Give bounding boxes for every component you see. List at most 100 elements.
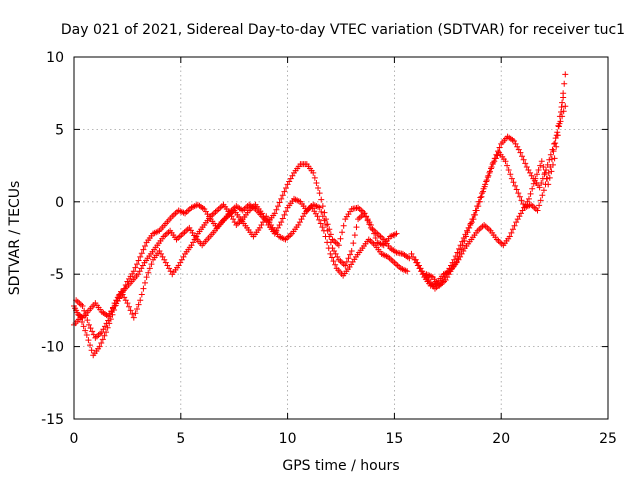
data-point-marker (525, 195, 532, 202)
data-point-marker (316, 216, 323, 223)
data-point-marker (532, 175, 539, 182)
data-point-marker (282, 185, 289, 192)
data-point-marker (138, 291, 145, 298)
data-point-marker (541, 171, 548, 178)
data-point-marker (127, 307, 134, 314)
x-tick-label: 15 (385, 431, 403, 447)
data-point-marker (129, 311, 136, 318)
data-point-marker (504, 162, 511, 169)
data-point-marker (330, 258, 337, 265)
data-point-marker (552, 140, 559, 147)
data-point-marker (459, 238, 466, 245)
data-point-marker (537, 162, 544, 169)
data-point-marker (140, 285, 147, 292)
data-point-marker (339, 229, 346, 236)
data-point-marker (517, 149, 524, 156)
data-point-marker (340, 222, 347, 229)
data-point-marker (556, 120, 563, 127)
plot-frame (73, 56, 609, 420)
y-tick-label: 10 (46, 50, 64, 66)
data-point-marker (490, 159, 497, 166)
data-point-marker (506, 233, 513, 240)
data-point-marker (477, 194, 484, 201)
data-point-marker (520, 156, 527, 163)
data-point-marker (345, 255, 352, 262)
data-point-marker (483, 177, 490, 184)
data-point-marker (481, 183, 488, 190)
data-point-marker (562, 71, 569, 78)
data-point-marker (318, 196, 325, 203)
data-point-marker (488, 164, 495, 171)
data-point-marker (337, 235, 344, 242)
data-point-marker (551, 155, 558, 162)
data-point-marker (79, 318, 86, 325)
data-point-marker (549, 161, 556, 168)
data-point-marker (142, 242, 149, 249)
data-point-marker (87, 325, 94, 332)
data-point-marker (109, 311, 116, 318)
data-point-marker (457, 242, 464, 249)
data-point-marker (462, 231, 469, 238)
x-axis-label: GPS time / hours (282, 458, 399, 474)
data-point-marker (478, 190, 485, 197)
data-point-marker (543, 175, 550, 182)
data-point-marker (281, 211, 288, 218)
data-point-marker (555, 123, 562, 130)
x-tick-label: 10 (279, 431, 297, 447)
data-point-marker (496, 144, 503, 151)
data-point-marker (327, 239, 334, 246)
data-point-marker (480, 188, 487, 195)
y-axis-label: SDTVAR / TECUs (7, 181, 23, 296)
data-point-marker (140, 246, 147, 253)
series-track-c (73, 195, 400, 341)
data-point-marker (558, 109, 565, 116)
data-point-marker (554, 132, 561, 139)
data-point-marker (548, 168, 555, 175)
data-point-marker (538, 179, 545, 186)
axis-ticks (73, 56, 609, 420)
data-point-marker (530, 180, 537, 187)
data-point-marker (85, 337, 92, 344)
data-point-marker (319, 213, 326, 220)
data-point-marker (324, 227, 331, 234)
data-point-marker (553, 143, 560, 150)
data-point-marker (134, 305, 141, 312)
data-point-marker (467, 220, 474, 227)
data-point-marker (550, 148, 557, 155)
data-point-marker (476, 198, 483, 205)
x-tick-label: 5 (176, 431, 185, 447)
data-point-marker (317, 220, 324, 227)
series-track-f (423, 71, 569, 289)
data-point-marker (549, 146, 556, 153)
data-point-marker (104, 324, 111, 331)
data-point-marker (502, 158, 509, 165)
data-point-marker (484, 174, 491, 181)
data-point-marker (508, 229, 515, 236)
data-point-marker (87, 342, 94, 349)
data-point-marker (539, 192, 546, 199)
data-point-marker (369, 226, 376, 233)
data-point-marker (529, 185, 536, 192)
data-point-marker (537, 197, 544, 204)
data-point-marker (276, 199, 283, 206)
data-point-marker (278, 195, 285, 202)
data-point-marker (342, 262, 349, 269)
data-point-marker (83, 332, 90, 339)
data-point-marker (88, 347, 95, 354)
data-point-marker (350, 240, 357, 247)
data-point-marker (353, 224, 360, 231)
data-point-marker (483, 178, 490, 185)
data-point-marker (124, 300, 131, 307)
data-point-marker (274, 203, 281, 210)
data-point-marker (472, 211, 479, 218)
data-point-marker (545, 181, 552, 188)
data-point-marker (323, 221, 330, 228)
data-point-marker (460, 235, 467, 241)
data-point-marker (143, 274, 150, 281)
data-point-marker (473, 207, 480, 214)
grid-lines (74, 57, 608, 419)
y-tick-label: 5 (55, 122, 64, 138)
data-point-marker (559, 99, 566, 106)
data-point-marker (279, 192, 286, 199)
